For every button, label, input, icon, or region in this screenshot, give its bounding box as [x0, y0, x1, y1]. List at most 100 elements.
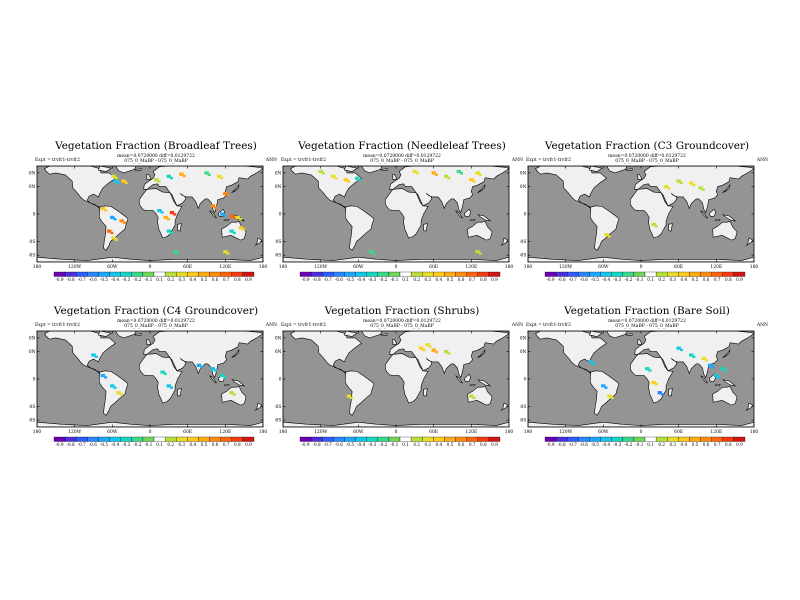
anomaly-cell [705, 359, 708, 362]
anomaly-cell [679, 181, 683, 185]
anomaly-cell [110, 215, 115, 219]
anomaly-cell [657, 391, 662, 395]
colorbar-swatch [644, 271, 657, 277]
colorbar-label: -0.4 [602, 442, 610, 447]
x-tick-label: 0 [395, 429, 398, 435]
colorbar-swatch [678, 436, 690, 442]
colorbar-swatch [299, 271, 312, 277]
y-tick-label: 40N [275, 349, 282, 355]
colorbar-label: -0.4 [111, 277, 119, 282]
anomaly-cell [157, 209, 162, 213]
land-layer [37, 331, 263, 427]
anomaly-cell [176, 252, 180, 255]
y-tick-label: 0 [33, 377, 36, 383]
anomaly-cell [116, 391, 121, 395]
y-tick-label: 60N [520, 335, 527, 341]
colorbar-swatch [377, 271, 390, 277]
colorbar-label: -0.9 [302, 277, 310, 282]
colorbar-swatch [689, 436, 701, 442]
anomaly-cell [601, 384, 606, 388]
colorbar-swatch [633, 436, 646, 442]
land-japan [231, 184, 240, 193]
colorbar-label: -0.2 [133, 442, 141, 447]
colorbar-label: -0.7 [78, 442, 86, 447]
colorbar-label: -0.8 [558, 277, 566, 282]
anomaly-cell [472, 396, 476, 400]
y-tick-label: 0 [279, 212, 282, 218]
anomaly-cell [689, 181, 694, 185]
colorbar-swatch [455, 436, 467, 442]
land-sumatra [209, 210, 217, 219]
y-tick-label: 0 [279, 377, 282, 383]
colorbar-swatch [589, 436, 601, 442]
land-greenland [606, 331, 628, 339]
y-tick-label: 40S [275, 239, 282, 245]
x-tick-label: 120E [219, 264, 231, 270]
anomaly-cell [651, 222, 656, 226]
panel-expt: Expt = trvfr1-trvfr2 [526, 323, 572, 328]
anomaly-cell [235, 215, 241, 219]
colorbar-label: 0.1 [647, 442, 654, 447]
panel-model: 075_0_MaBP - 075_0_MaBP [124, 159, 188, 164]
anomaly-cell [111, 174, 116, 178]
x-tick-label: 120E [710, 429, 722, 435]
map-c3: 180120W60W060E120E18060N40N040S60S-0.9-0… [520, 165, 758, 282]
panel-meanline: mean=0.0720000 diff=0.0129722 [608, 154, 686, 159]
colorbar-label: -0.4 [111, 442, 119, 447]
colorbar-label: 0.3 [669, 277, 676, 282]
colorbar-swatch [164, 436, 177, 442]
colorbar-swatch [589, 271, 601, 277]
colorbar-label: 0.8 [480, 277, 487, 282]
colorbar-swatch [242, 271, 255, 277]
anomaly-cell [114, 176, 118, 180]
land-layer [283, 166, 509, 262]
anomaly-cell [123, 221, 126, 224]
anomaly-cell [163, 372, 167, 376]
land-kalimantan-islands [714, 384, 721, 387]
colorbar-label: -0.8 [67, 277, 75, 282]
colorbar-swatch [488, 436, 501, 442]
anomaly-cell [170, 386, 173, 389]
colorbar-label: -0.2 [379, 442, 387, 447]
land-kalimantan-islands [469, 219, 476, 222]
colorbar-label: 0.3 [424, 277, 431, 282]
anomaly-cell [223, 376, 227, 379]
panel-bare-soil: Vegetation Fraction (Bare Soil) mean=0.0… [520, 305, 774, 455]
x-tick-label: 60W [353, 264, 364, 270]
anomaly-cell [651, 380, 656, 384]
anomaly-layer [346, 343, 476, 400]
land-antarctica [37, 421, 263, 427]
anomaly-cell [110, 384, 115, 388]
anomaly-cell [607, 235, 611, 238]
anomaly-cell [723, 369, 727, 372]
colorbar-swatch [64, 436, 77, 442]
land-iceland [380, 333, 388, 337]
anomaly-cell [116, 181, 120, 185]
y-tick-label: 60N [29, 335, 36, 341]
colorbar-swatch [388, 436, 401, 442]
colorbar-label: -0.6 [89, 442, 97, 447]
colorbar-label: 0.3 [424, 442, 431, 447]
anomaly-cell [422, 348, 426, 352]
colorbar-label: 0.4 [190, 277, 197, 282]
anomaly-cell [229, 229, 234, 233]
colorbar-swatch [555, 271, 568, 277]
anomaly-cell [472, 180, 476, 183]
anomaly-cell [157, 180, 161, 183]
colorbar-label: 0.3 [178, 442, 185, 447]
panel-title: Vegetation Fraction (Bare Soil) [564, 305, 730, 317]
x-tick-label: 60W [353, 429, 364, 435]
land-new-zealand [745, 237, 754, 246]
anomaly-cell [94, 355, 98, 358]
anomaly-cell [238, 226, 244, 230]
colorbar-swatch [322, 271, 334, 277]
colorbar-swatch [578, 436, 590, 442]
panel-model: 075_0_MaBP - 075_0_MaBP [615, 159, 679, 164]
anomaly-cell [343, 178, 348, 182]
land-iceland [380, 168, 388, 172]
colorbar-label: -0.4 [602, 277, 610, 282]
panel-expt: Expt = trvfr1-trvfr2 [35, 323, 81, 328]
colorbar-swatch [544, 271, 557, 277]
anomaly-cell [460, 172, 463, 175]
colorbar-swatch [98, 271, 110, 277]
